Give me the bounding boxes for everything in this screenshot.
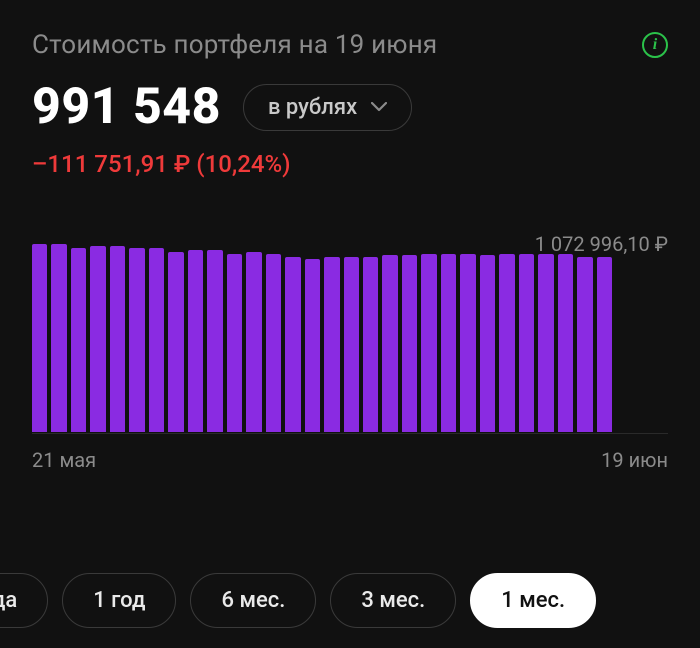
chart-bar[interactable] <box>577 257 592 432</box>
portfolio-delta: –111 751,91 ₽ (10,24%) <box>32 150 668 178</box>
chart-bar[interactable] <box>285 257 300 432</box>
x-end-label: 19 июн <box>601 448 668 472</box>
chart-bar[interactable] <box>71 248 86 432</box>
chart-bar[interactable] <box>499 254 514 432</box>
chevron-down-icon <box>371 102 387 112</box>
period-option[interactable]: 3 мес. <box>330 573 456 628</box>
chart-bar[interactable] <box>402 255 417 432</box>
chart-bar[interactable] <box>324 257 339 432</box>
chart-bar[interactable] <box>90 246 105 432</box>
chart-bar[interactable] <box>188 250 203 432</box>
chart-bar[interactable] <box>519 254 534 432</box>
chart-bar[interactable] <box>363 257 378 432</box>
chart-bar[interactable] <box>305 259 320 432</box>
period-option[interactable]: 1 мес. <box>470 573 596 628</box>
chart-bar[interactable] <box>129 248 144 432</box>
chart-bar[interactable] <box>110 246 125 432</box>
info-icon[interactable]: i <box>642 32 668 58</box>
chart-baseline <box>32 433 668 434</box>
chart-bar[interactable] <box>538 254 553 432</box>
chart-bar[interactable] <box>382 255 397 432</box>
chart-bar[interactable] <box>597 257 612 432</box>
page-title: Стоимость портфеля на 19 июня <box>32 30 437 60</box>
chart-bar[interactable] <box>421 254 436 432</box>
portfolio-value: 991 548 <box>32 78 221 136</box>
chart-bar[interactable] <box>227 254 242 432</box>
chart-max-label: 1 072 996,10 ₽ <box>535 232 668 256</box>
currency-label: в рублях <box>268 95 357 120</box>
period-option[interactable]: 6 мес. <box>190 573 316 628</box>
chart-bar[interactable] <box>32 244 47 432</box>
chart-bar[interactable] <box>51 244 66 432</box>
period-option[interactable]: 1 год <box>62 573 176 628</box>
chart-bar[interactable] <box>207 250 222 432</box>
chart-bar[interactable] <box>246 252 261 432</box>
currency-selector[interactable]: в рублях <box>243 84 412 131</box>
chart-bar[interactable] <box>441 254 456 432</box>
x-start-label: 21 мая <box>32 448 96 472</box>
chart-bar[interactable] <box>266 254 281 432</box>
portfolio-chart: 1 072 996,10 ₽ 21 мая 19 июн <box>32 238 668 472</box>
chart-bar[interactable] <box>480 255 495 432</box>
chart-bar[interactable] <box>344 257 359 432</box>
chart-bar[interactable] <box>558 254 573 432</box>
chart-bars <box>32 238 612 432</box>
chart-bar[interactable] <box>149 248 164 432</box>
period-selector: года 1 год 6 мес. 3 мес. 1 мес. <box>0 573 700 628</box>
period-option[interactable]: года <box>0 573 48 628</box>
chart-bar[interactable] <box>168 252 183 432</box>
chart-bar[interactable] <box>460 254 475 432</box>
